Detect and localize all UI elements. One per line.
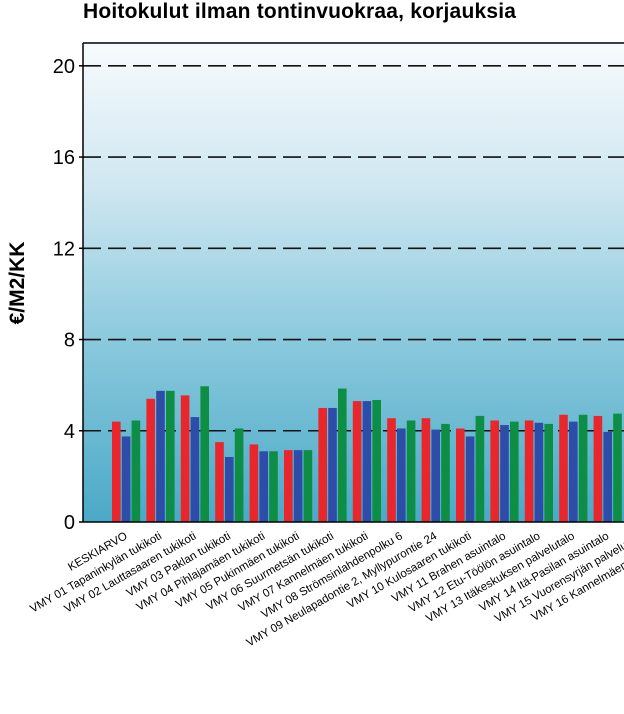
- bar: [510, 421, 519, 522]
- y-tick-label: 20: [53, 56, 75, 78]
- y-tick-label: 0: [64, 512, 75, 534]
- y-tick-labels: 0 4 8 12 16 20: [53, 56, 83, 534]
- bar: [352, 401, 362, 522]
- bar: [613, 413, 622, 522]
- y-tick-label: 16: [53, 147, 75, 169]
- bar: [338, 388, 347, 522]
- bars: [112, 386, 622, 522]
- y-tick-label: 8: [64, 330, 75, 352]
- bar: [534, 422, 544, 522]
- bar: [421, 418, 431, 522]
- chart-title: Hoitokulut ilman tontinvuokraa, korjauks…: [83, 0, 517, 23]
- bar: [524, 420, 534, 522]
- bar: [569, 421, 578, 522]
- bar: [180, 395, 190, 522]
- y-tick-label: 4: [64, 421, 75, 443]
- bar: [156, 390, 165, 522]
- bar: [234, 428, 244, 522]
- bar: [593, 415, 603, 522]
- bar: [387, 418, 396, 522]
- bar: [431, 429, 440, 522]
- bar: [500, 425, 509, 522]
- bar: [284, 450, 293, 522]
- bar: [465, 436, 475, 522]
- bar: [475, 415, 485, 522]
- bar: [215, 442, 224, 522]
- bar: [303, 450, 313, 522]
- bar: [318, 407, 327, 522]
- bar: [544, 423, 553, 522]
- bar: [166, 390, 175, 522]
- bar: [362, 401, 372, 522]
- bar: [190, 417, 200, 522]
- bar: [559, 414, 568, 522]
- bar: [372, 399, 381, 522]
- bar: [578, 414, 588, 522]
- bar: [456, 428, 465, 522]
- bar: [259, 451, 268, 522]
- bar: [406, 420, 416, 522]
- bar: [249, 444, 259, 522]
- bar: [397, 428, 406, 522]
- bar: [146, 398, 155, 522]
- bar: [112, 421, 121, 522]
- bar: [131, 420, 141, 522]
- bar: [603, 431, 612, 522]
- y-tick-label: 12: [53, 238, 75, 260]
- bar: [293, 450, 303, 522]
- bar: [121, 436, 131, 522]
- bar: [490, 420, 499, 522]
- bar: [200, 386, 209, 522]
- bar: [441, 423, 450, 522]
- bar: [328, 407, 337, 522]
- y-axis-label: €/M2/KK: [6, 241, 29, 325]
- bar: [225, 456, 234, 522]
- bar: [269, 451, 278, 522]
